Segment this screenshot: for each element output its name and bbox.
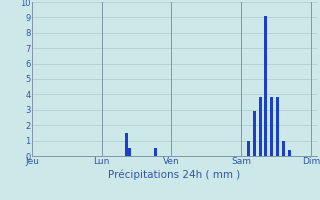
Bar (282, 141, 285, 156)
Bar (288, 150, 291, 156)
X-axis label: Précipitations 24h ( mm ): Précipitations 24h ( mm ) (108, 169, 241, 180)
Bar (276, 97, 279, 156)
Bar (125, 133, 128, 156)
Bar (247, 141, 250, 156)
Bar (265, 16, 268, 156)
Bar (128, 148, 131, 156)
Bar (253, 111, 256, 156)
Bar (259, 97, 261, 156)
Bar (154, 148, 157, 156)
Bar (270, 97, 273, 156)
